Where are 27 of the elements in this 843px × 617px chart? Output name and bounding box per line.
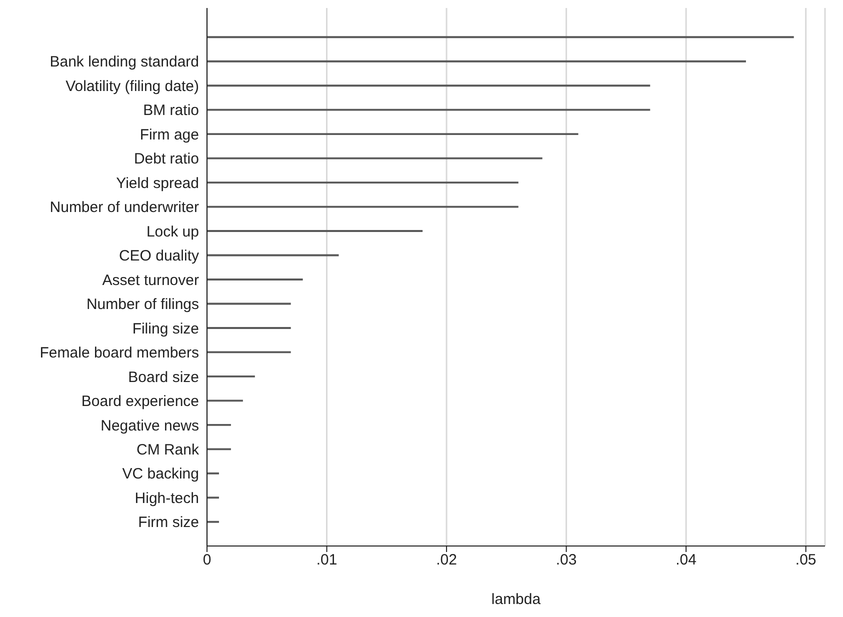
y-tick-label: Debt ratio [134, 150, 199, 168]
x-tick-label: .01 [316, 552, 338, 569]
y-tick-label: Lock up [146, 223, 199, 240]
x-tick-label: .05 [795, 552, 816, 569]
y-tick-label: Number of filings [86, 296, 199, 314]
y-tick-label: CM Rank [136, 441, 200, 458]
y-tick-label: Firm age [140, 126, 199, 144]
y-tick-label: Volatility (filing date) [66, 78, 199, 95]
y-tick-label: CEO duality [118, 248, 200, 265]
y-tick-label: Yield spread [116, 174, 199, 192]
x-tick-label: .02 [436, 552, 457, 569]
y-tick-label: Bank lending standard [50, 54, 199, 71]
y-tick-label: Board experience [81, 393, 199, 410]
y-tick-label: Number of underwriter [50, 199, 199, 216]
y-tick-label: High-tech [134, 490, 199, 507]
x-tick-label: 0 [202, 552, 212, 569]
y-tick-label: VC backing [122, 466, 199, 483]
y-tick-label: Negative news [100, 417, 199, 434]
y-tick-label: Firm size [138, 514, 199, 532]
y-tick-label: Female board members [40, 344, 199, 362]
y-tick-label: BM ratio [143, 102, 199, 120]
y-tick-label: Board size [128, 368, 199, 386]
y-tick-label: Asset turnover [102, 272, 199, 289]
x-tick-label: .03 [556, 552, 577, 569]
x-axis-title: lambda [491, 591, 542, 608]
y-tick-label: Filing size [132, 320, 199, 338]
x-tick-label: .04 [676, 552, 696, 569]
